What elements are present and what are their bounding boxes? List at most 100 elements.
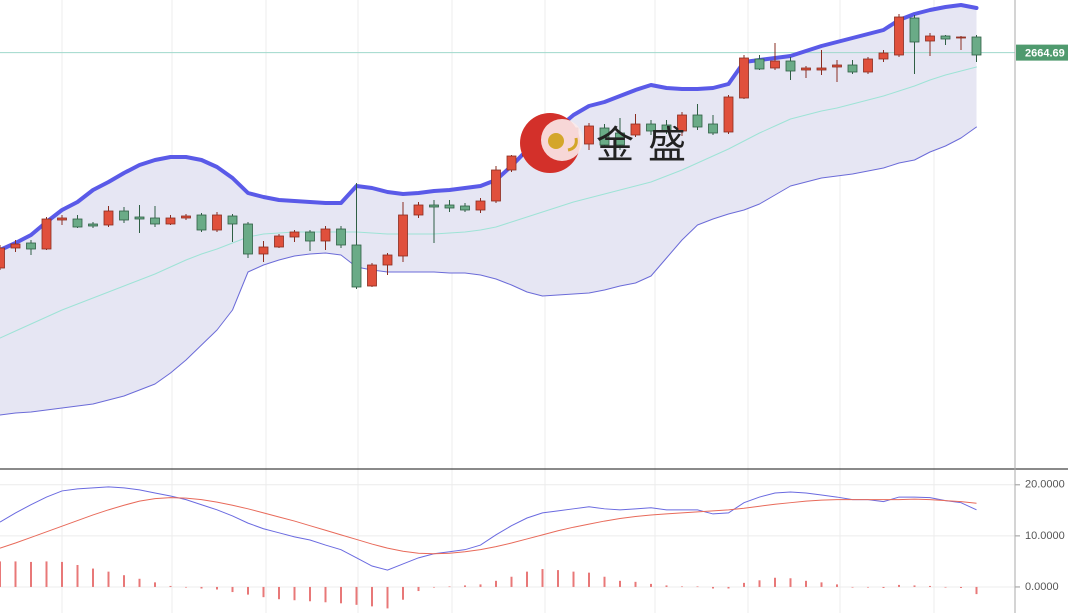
y-tick-label: 20.0000	[1025, 479, 1065, 491]
histogram-bar	[805, 580, 807, 587]
histogram-bar	[681, 586, 683, 588]
candle-body	[351, 244, 362, 288]
histogram-bar	[758, 580, 761, 587]
watermark-logo: 金盛	[520, 113, 700, 173]
histogram-bar	[185, 586, 187, 588]
histogram-bar	[76, 564, 79, 587]
candle-body	[677, 114, 687, 132]
logo-swoosh	[567, 137, 578, 152]
histogram-bar	[278, 586, 280, 600]
candle-body	[847, 64, 858, 73]
candle-body	[88, 223, 98, 227]
candle-body	[863, 58, 873, 73]
histogram-bar	[138, 578, 141, 587]
histogram-bar	[123, 575, 125, 587]
histogram-bar	[836, 584, 838, 587]
histogram-bar	[340, 586, 342, 604]
histogram-bar	[650, 583, 652, 587]
histogram-bar	[247, 586, 249, 595]
candle-body	[103, 210, 114, 226]
histogram-bar	[231, 586, 234, 593]
histogram-bar	[262, 586, 265, 598]
candle-body	[956, 36, 966, 39]
candle-body	[444, 204, 455, 209]
candle-body	[212, 214, 222, 231]
histogram-bar	[960, 586, 962, 588]
candle-body	[491, 169, 501, 202]
histogram-bar	[634, 581, 637, 587]
candle-body	[832, 64, 842, 68]
indicator-line	[0, 497, 977, 555]
candle-body	[785, 60, 796, 72]
candle-body	[801, 67, 811, 71]
histogram-bar	[309, 586, 311, 602]
histogram-bar	[867, 586, 869, 588]
candle-body	[196, 214, 207, 231]
histogram-bar	[712, 586, 714, 589]
candle-body	[615, 132, 625, 146]
histogram-bar	[944, 586, 947, 588]
candle-body	[150, 217, 160, 225]
candle-body	[289, 231, 300, 238]
candle-body	[692, 114, 703, 128]
histogram-bar	[61, 561, 63, 587]
candle-body	[305, 231, 315, 242]
candle-body	[429, 204, 439, 208]
histogram-bar	[169, 585, 172, 587]
histogram-bar	[433, 586, 435, 588]
candle-body	[0, 247, 5, 269]
candle-body	[367, 264, 377, 287]
histogram-bar	[402, 586, 404, 600]
candle-body	[909, 17, 920, 43]
last-price-box	[1016, 44, 1068, 61]
histogram-bar	[355, 586, 358, 605]
candle-body	[878, 52, 889, 60]
histogram-bar	[557, 570, 559, 587]
candle-body	[475, 200, 486, 211]
candle-body	[584, 125, 594, 145]
histogram-bar	[572, 571, 575, 587]
histogram-bar	[324, 586, 327, 603]
candle-body	[320, 228, 331, 242]
histogram-bar	[386, 586, 389, 609]
histogram-bar	[448, 586, 451, 588]
histogram-bar	[479, 584, 482, 587]
histogram-bar	[45, 561, 48, 587]
histogram-bar	[464, 585, 466, 587]
histogram-bar	[107, 571, 110, 587]
histogram-bar	[216, 586, 218, 590]
candle-body	[630, 123, 641, 136]
histogram-bar	[293, 586, 296, 601]
candle-body	[971, 36, 982, 56]
histogram-bar	[696, 586, 699, 588]
candle-body	[336, 228, 346, 246]
candle-body	[181, 215, 191, 219]
band-line	[0, 3, 979, 252]
histogram-bar	[975, 586, 978, 595]
histogram-bar	[619, 580, 621, 587]
candle-body	[770, 60, 780, 69]
logo-ball	[548, 133, 564, 149]
candle-body	[894, 16, 904, 56]
histogram-bar	[0, 561, 1, 587]
candle-body	[119, 210, 129, 221]
candle-body	[739, 57, 749, 99]
histogram-bar	[154, 582, 156, 587]
histogram-bar	[882, 586, 885, 588]
candle-body	[646, 123, 656, 132]
histogram-bar	[898, 584, 900, 587]
candle-body	[661, 124, 672, 132]
histogram-bar	[603, 576, 606, 587]
candle-body	[460, 205, 470, 211]
histogram-bar	[588, 572, 590, 587]
y-tick-label: 10.0000	[1025, 530, 1065, 542]
histogram-bar	[14, 561, 17, 587]
candle-body	[506, 155, 517, 171]
candle-body	[72, 218, 83, 228]
watermark-text: 金盛	[596, 125, 700, 167]
last-price-label: 2664.69	[1025, 48, 1065, 60]
candle-body	[26, 242, 36, 250]
price-panel: 2664.69	[0, 3, 1068, 416]
candle-body	[10, 243, 21, 249]
